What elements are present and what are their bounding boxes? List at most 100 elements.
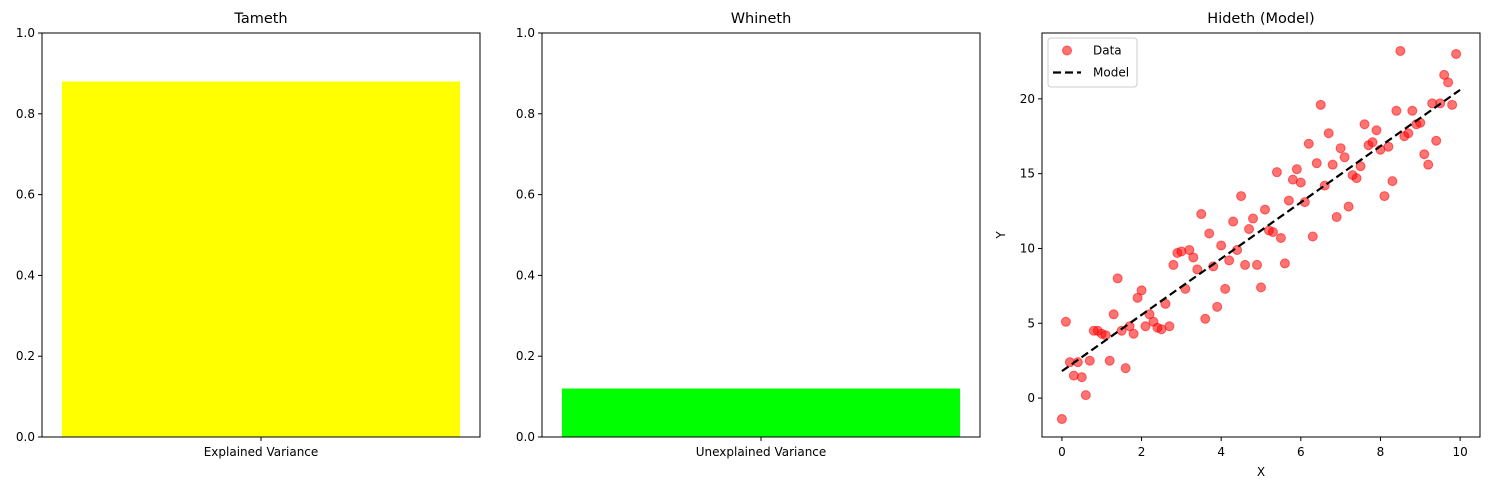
- data-point: [1224, 255, 1235, 266]
- x-tick-label: 0: [1058, 445, 1066, 459]
- data-point: [1220, 283, 1231, 294]
- y-tick-label: 5: [1027, 316, 1035, 330]
- x-tick-label: 10: [1452, 445, 1467, 459]
- data-point: [1112, 273, 1123, 284]
- x-axis: Unexplained Variance: [696, 437, 827, 459]
- bar: [61, 81, 461, 438]
- data-point: [1395, 45, 1406, 56]
- data-point: [1076, 372, 1087, 383]
- x-axis: Explained Variance: [204, 437, 319, 459]
- data-point: [1367, 137, 1378, 148]
- bars: [61, 81, 461, 438]
- y-tick-label: 0.8: [516, 107, 535, 121]
- x-tick-label: Explained Variance: [204, 445, 319, 459]
- data-point: [1056, 414, 1067, 425]
- chart-title: Tameth: [233, 11, 287, 27]
- chart-title: Whineth: [731, 11, 792, 27]
- x-tick-label: 6: [1297, 445, 1305, 459]
- y-tick-label: 20: [1020, 92, 1035, 106]
- y-tick-label: 1.0: [16, 26, 35, 40]
- data-point: [1339, 152, 1350, 163]
- data-point: [1267, 227, 1278, 238]
- data-point: [1383, 141, 1394, 152]
- chart-panel-hideth: Hideth (Model) 0 5 10 15 20 0 2 4 6 8 10 X Y Data…: [994, 11, 1481, 479]
- y-axis: 0.0 0.2 0.4 0.6 0.8 1.0: [16, 26, 42, 444]
- data-point: [1423, 159, 1434, 170]
- data-point: [1128, 328, 1139, 339]
- data-point: [1228, 216, 1239, 227]
- data-point: [1307, 231, 1318, 242]
- data-point: [1403, 128, 1414, 139]
- data-point: [1315, 99, 1326, 110]
- y-tick-label: 0.0: [16, 430, 35, 444]
- model-line: [1061, 88, 1461, 373]
- data-point: [1188, 252, 1199, 263]
- data-point: [1196, 209, 1207, 220]
- chart-panel-tameth: Tameth 0.0 0.2 0.4 0.6 0.8 1.0 Explained Vari…: [16, 11, 481, 459]
- bars: [561, 388, 961, 437]
- data-point: [1236, 191, 1247, 202]
- y-tick-label: 10: [1020, 241, 1035, 255]
- data-point: [1303, 138, 1314, 149]
- plot-frame: [541, 32, 981, 438]
- x-tick-label: 8: [1377, 445, 1385, 459]
- data-point: [1355, 161, 1366, 172]
- y-tick-label: 0.8: [16, 107, 35, 121]
- data-point: [1431, 135, 1442, 146]
- bar: [561, 388, 961, 437]
- data-point: [1311, 158, 1322, 169]
- data-point: [1443, 77, 1454, 88]
- y-tick-label: 0.2: [516, 349, 535, 363]
- data-point: [1060, 316, 1071, 327]
- x-tick-label: 2: [1138, 445, 1146, 459]
- data-point: [1275, 232, 1286, 243]
- y-tick-label: 0.2: [16, 349, 35, 363]
- data-point: [1244, 224, 1255, 235]
- legend-label: Model: [1093, 66, 1129, 80]
- data-point: [1335, 143, 1346, 154]
- data-point: [1323, 128, 1334, 139]
- data-point: [1108, 309, 1119, 320]
- legend: Data Model: [1047, 37, 1138, 88]
- data-point: [1295, 177, 1306, 188]
- data-point: [1447, 99, 1458, 110]
- legend-marker-data: [1062, 45, 1072, 56]
- data-point: [1391, 105, 1402, 116]
- data-point: [1192, 264, 1203, 275]
- data-point: [1343, 201, 1354, 212]
- data-point: [1068, 370, 1079, 381]
- y-tick-label: 0.6: [516, 188, 535, 202]
- scatter-points: [1056, 45, 1462, 425]
- chart-title: Hideth (Model): [1207, 11, 1314, 27]
- data-point: [1451, 48, 1462, 59]
- data-point: [1084, 355, 1095, 366]
- y-tick-label: 15: [1020, 167, 1035, 181]
- data-point: [1419, 149, 1430, 160]
- data-point: [1120, 363, 1131, 374]
- y-tick-label: 0.0: [516, 430, 535, 444]
- y-axis-label: Y: [994, 231, 1008, 240]
- data-point: [1279, 258, 1290, 269]
- data-point: [1331, 212, 1342, 223]
- data-point: [1168, 259, 1179, 270]
- x-tick-label: 4: [1217, 445, 1225, 459]
- chart-panel-whineth: Whineth 0.0 0.2 0.4 0.6 0.8 1.0 Unexplained V…: [516, 11, 981, 459]
- data-point: [1240, 259, 1251, 270]
- y-axis: 0.0 0.2 0.4 0.6 0.8 1.0: [516, 26, 542, 444]
- x-tick-label: Unexplained Variance: [696, 445, 827, 459]
- plot-frame: [1041, 32, 1481, 438]
- plot-frame: [41, 32, 481, 438]
- x-axis-label: X: [1257, 465, 1265, 479]
- data-point: [1407, 105, 1418, 116]
- data-point: [1371, 125, 1382, 136]
- data-point: [1351, 173, 1362, 184]
- data-point: [1164, 321, 1175, 332]
- data-point: [1136, 285, 1147, 296]
- data-point: [1291, 164, 1302, 175]
- y-tick-label: 0.4: [16, 268, 35, 282]
- x-axis: 0 2 4 6 8 10: [1058, 437, 1468, 459]
- data-point: [1359, 119, 1370, 130]
- data-point: [1176, 246, 1187, 257]
- data-point: [1387, 176, 1398, 187]
- data-point: [1080, 390, 1091, 401]
